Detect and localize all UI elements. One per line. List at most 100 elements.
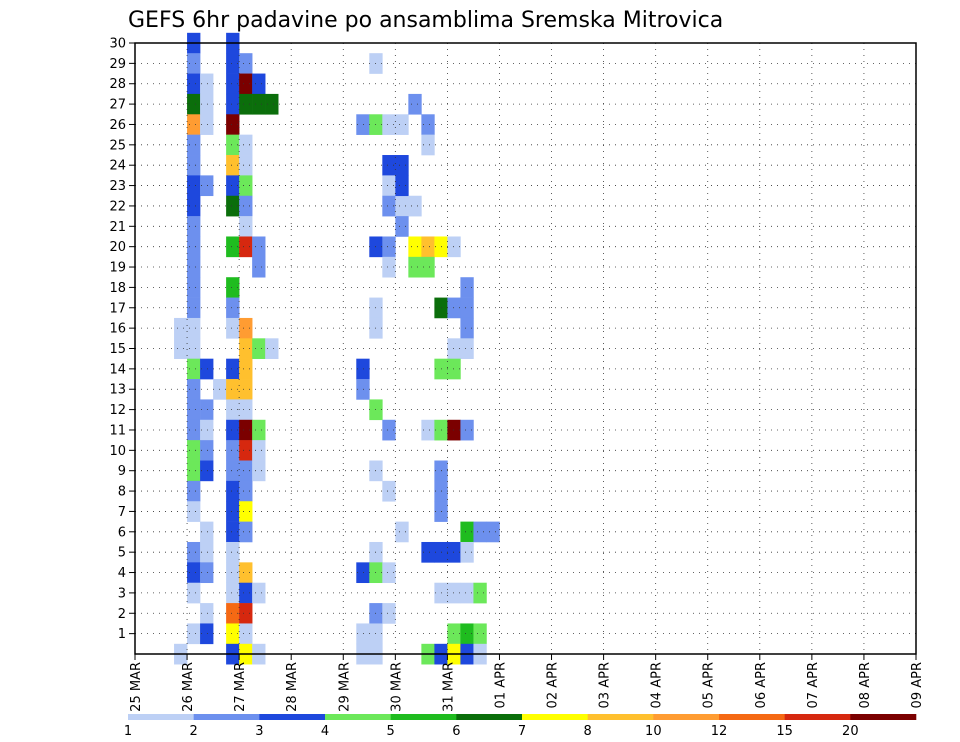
heatmap-cell: [226, 541, 240, 563]
heatmap-cell: [174, 317, 188, 339]
heatmap-cell: [239, 175, 253, 197]
colorbar-segment: [259, 714, 326, 720]
heatmap-cell: [395, 195, 409, 217]
colorbar-label: 6: [452, 724, 460, 739]
heatmap-cell: [239, 562, 253, 584]
heatmap-cell: [460, 297, 474, 319]
heatmap-cell: [200, 175, 214, 197]
colorbar-segment: [653, 714, 720, 720]
heatmap-cell: [187, 195, 201, 217]
heatmap-cell: [460, 338, 474, 359]
heatmap-cell: [395, 521, 409, 543]
heatmap-cell: [226, 236, 240, 258]
heatmap-cell: [226, 501, 240, 522]
y-tick-label: 20: [109, 240, 126, 255]
y-tick-label: 28: [109, 77, 126, 92]
heatmap-cell: [187, 338, 201, 359]
y-tick-label: 14: [109, 362, 126, 377]
heatmap-cell: [239, 134, 253, 156]
y-tick-label: 23: [109, 179, 126, 194]
y-tick-label: 12: [109, 403, 126, 418]
heatmap-cell: [187, 399, 201, 421]
heatmap-cell: [187, 216, 201, 237]
y-tick-label: 22: [109, 199, 126, 214]
heatmap-cell: [226, 358, 240, 380]
heatmap-cell: [460, 277, 474, 298]
heatmap-cell: [187, 155, 201, 176]
heatmap-cell: [382, 195, 396, 217]
heatmap-cell: [252, 236, 266, 258]
heatmap-cell: [356, 358, 370, 380]
colorbar-segment: [522, 714, 588, 720]
y-tick-label: 11: [109, 423, 126, 438]
y-tick-label: 24: [109, 159, 126, 174]
heatmap-cell: [187, 419, 201, 441]
heatmap-cell: [239, 317, 253, 339]
heatmap-cell: [239, 521, 253, 543]
heatmap-cell: [239, 399, 253, 421]
colorbar: 1 2 3 4 5 6 7 8 10 12 15 20: [124, 714, 917, 739]
colorbar-segment: [850, 714, 917, 720]
heatmap-cell: [239, 379, 253, 400]
heatmap-cell: [460, 419, 474, 441]
y-tick-label: 3: [118, 586, 126, 601]
colorbar-segment: [456, 714, 523, 720]
x-tick-label: 25 MAR: [129, 662, 144, 712]
heatmap-cell: [382, 562, 396, 584]
heatmap-cell: [187, 582, 201, 604]
heatmap-cell: [200, 419, 214, 441]
heatmap-cell: [447, 338, 461, 359]
y-tick-label: 8: [118, 485, 126, 500]
heatmap-cell: [226, 440, 240, 461]
heatmap-cell: [408, 256, 422, 278]
heatmap-cell: [382, 175, 396, 197]
heatmap-cell: [187, 541, 201, 563]
heatmap-cell: [187, 460, 201, 482]
heatmap-cell: [473, 582, 487, 604]
heatmap-cell: [447, 541, 461, 563]
x-tick-label: 27 MAR: [233, 662, 248, 712]
heatmap-cell: [447, 297, 461, 319]
x-tick-label: 28 MAR: [285, 662, 300, 712]
heatmap-cell: [408, 236, 422, 258]
y-tick-label: 5: [118, 546, 126, 561]
heatmap-cell: [200, 399, 214, 421]
colorbar-segment: [587, 714, 654, 720]
heatmap-cell: [239, 623, 253, 645]
heatmap-cell: [226, 582, 240, 604]
y-tick-label: 4: [118, 566, 126, 581]
y-tick-label: 26: [109, 118, 126, 133]
heatmap-cell: [200, 114, 214, 135]
heatmap-cell: [187, 73, 201, 95]
colorbar-label: 10: [645, 724, 662, 739]
heatmap-cell: [421, 114, 435, 135]
heatmap-cell: [226, 623, 240, 645]
heatmap-cell: [460, 317, 474, 339]
y-tick-label: 7: [118, 505, 126, 520]
y-tick-label: 15: [109, 342, 126, 357]
heatmap-cell: [200, 623, 214, 645]
heatmap-cell: [239, 419, 253, 441]
heatmap-cell: [226, 195, 240, 217]
heatmap-cell: [421, 541, 435, 563]
x-tick-label: 31 MAR: [441, 662, 456, 712]
heatmap-cell: [200, 358, 214, 380]
y-tick-label: 13: [109, 383, 126, 398]
heatmap-cell: [356, 379, 370, 400]
heatmap-cell: [382, 155, 396, 176]
heatmap-cell: [226, 460, 240, 482]
heatmap-cell: [252, 419, 266, 441]
colorbar-label: 8: [584, 724, 592, 739]
heatmap-cell: [382, 480, 396, 502]
x-tick-label: 30 MAR: [389, 662, 404, 712]
heatmap-cell: [226, 93, 240, 115]
heatmap-cell: [187, 277, 201, 298]
y-axis: 1234567891011121314151617181920212223242…: [109, 37, 135, 642]
heatmap-cell: [473, 623, 487, 645]
heatmap-cell: [395, 216, 409, 237]
heatmap-cell: [239, 460, 253, 482]
y-tick-label: 18: [109, 281, 126, 296]
x-tick-label: 09 APR: [910, 662, 925, 708]
heatmap-cell: [460, 582, 474, 604]
colorbar-segment: [325, 714, 391, 720]
